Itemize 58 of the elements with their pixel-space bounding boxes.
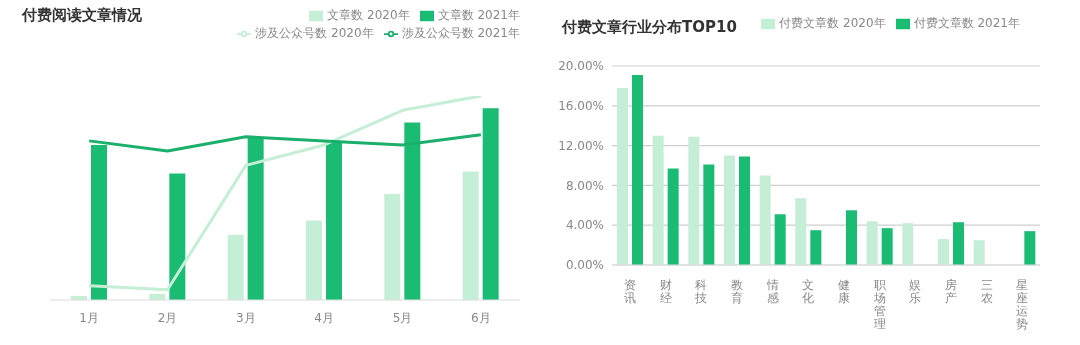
bar bbox=[482, 108, 499, 300]
y-tick-label: 20.00% bbox=[558, 59, 604, 74]
bar bbox=[384, 193, 401, 300]
x-tick-label: 娱乐 bbox=[909, 278, 922, 305]
bar bbox=[739, 156, 750, 265]
bar bbox=[1024, 231, 1036, 265]
x-tick-label: 科技 bbox=[694, 278, 708, 305]
bar bbox=[759, 175, 771, 265]
x-tick-label: 2月 bbox=[157, 311, 178, 325]
bar bbox=[667, 168, 679, 265]
x-tick-label: 教育 bbox=[730, 278, 743, 305]
x-tick-label: 房产 bbox=[944, 278, 957, 305]
y-tick-label: 16.00% bbox=[558, 99, 604, 114]
bar bbox=[703, 164, 715, 265]
bar bbox=[462, 171, 479, 300]
bar bbox=[846, 210, 857, 265]
bar bbox=[866, 221, 878, 265]
bar bbox=[632, 74, 643, 265]
bar bbox=[652, 135, 664, 265]
x-tick-label: 情感 bbox=[765, 278, 779, 305]
x-tick-label: 健康 bbox=[837, 278, 850, 305]
x-tick-label: 5月 bbox=[392, 311, 413, 325]
legend-label: 付费文章数 2021年 bbox=[913, 16, 1020, 30]
bar bbox=[169, 173, 186, 300]
chart-title: 付费文章行业分布TOP10 bbox=[562, 18, 737, 37]
x-tick-label: 星座运势 bbox=[1016, 278, 1029, 331]
y-tick-label: 12.00% bbox=[558, 138, 604, 153]
y-tick-label: 0.00% bbox=[565, 258, 604, 273]
bar bbox=[724, 155, 735, 265]
x-tick-label: 财经 bbox=[659, 278, 672, 305]
x-tick-label: 三农 bbox=[980, 278, 993, 305]
bar bbox=[227, 234, 244, 300]
legend-label: 文章数 2020年 bbox=[327, 8, 410, 22]
x-tick-label: 4月 bbox=[314, 311, 334, 325]
bar bbox=[902, 223, 914, 265]
chart-title: 付费阅读文章情况 bbox=[22, 6, 142, 25]
bar bbox=[306, 220, 322, 300]
legend-label: 涉及公众号数 2020年 bbox=[255, 26, 374, 40]
bar bbox=[688, 136, 700, 265]
x-tick-label: 6月 bbox=[471, 311, 491, 325]
legend-label: 涉及公众号数 2021年 bbox=[401, 26, 520, 40]
x-tick-label: 文化 bbox=[802, 278, 815, 305]
y-tick-label: 4.00% bbox=[565, 218, 604, 233]
bar bbox=[881, 228, 893, 265]
bar bbox=[795, 198, 807, 265]
x-tick-label: 资讯 bbox=[623, 278, 636, 305]
legend-label: 付费文章数 2020年 bbox=[779, 16, 886, 30]
bar bbox=[774, 214, 786, 265]
bar bbox=[810, 230, 822, 265]
bar bbox=[617, 87, 628, 265]
bar bbox=[973, 240, 985, 265]
x-tick-label: 1月 bbox=[79, 311, 99, 325]
legend-label: 文章数 2021年 bbox=[437, 8, 520, 22]
bar bbox=[938, 239, 949, 265]
x-tick-label: 3月 bbox=[236, 311, 256, 325]
bar bbox=[953, 222, 964, 265]
y-tick-label: 8.00% bbox=[565, 178, 604, 193]
x-tick-label: 职场管理 bbox=[872, 278, 886, 331]
